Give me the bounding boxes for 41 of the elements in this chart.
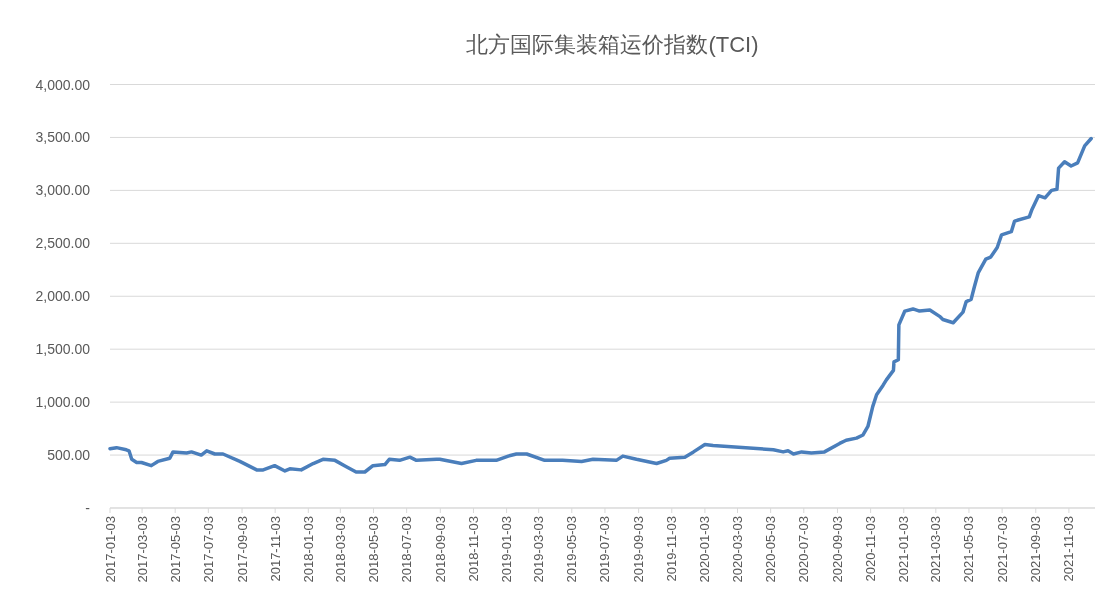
y-tick-label: 2,500.00	[35, 235, 91, 252]
x-tick-label: 2017-11-03	[267, 516, 283, 582]
y-tick-label: 4,000.00	[35, 76, 91, 93]
line-series	[108, 136, 1093, 474]
y-tick-label: 2,000.00	[35, 288, 91, 305]
y-tick-label: 1,000.00	[35, 394, 91, 411]
x-tick-label: 2019-11-03	[664, 516, 680, 582]
y-tick-label: -	[85, 500, 91, 516]
x-tick-label: 2020-01-03	[697, 516, 713, 583]
x-tick-label: 2017-09-03	[234, 516, 250, 583]
y-tick-label: 3,500.00	[35, 129, 91, 146]
x-tick-label: 2020-03-03	[730, 516, 746, 583]
x-tick-label: 2018-03-03	[332, 516, 348, 583]
x-tick-label: 2018-01-03	[300, 516, 316, 583]
x-tick-label: 2020-11-03	[863, 516, 879, 582]
x-tick-label: 2021-11-03	[1061, 516, 1077, 582]
x-tick-label: 2017-05-03	[167, 516, 183, 583]
x-tick-label: 2021-05-03	[961, 516, 977, 583]
x-tick-label: 2018-11-03	[465, 516, 481, 582]
x-tick-label: 2017-03-03	[134, 516, 150, 583]
x-tick-label: 2018-05-03	[366, 516, 381, 583]
y-tick-label: 1,500.00	[35, 341, 91, 358]
chart-title: 北方国际集装箱运价指数(TCI)	[466, 32, 759, 57]
x-tick-label: 2019-05-03	[564, 516, 580, 583]
x-tick-label: 2017-07-03	[200, 516, 216, 583]
x-tick-label: 2019-03-03	[531, 516, 547, 583]
x-tick-label: 2017-01-03	[102, 516, 118, 583]
x-tick-label: 2020-09-03	[829, 516, 845, 583]
x-tick-label: 2021-01-03	[896, 516, 912, 583]
x-tick-label: 2021-03-03	[928, 516, 944, 583]
x-tick-label: 2019-07-03	[597, 516, 613, 583]
x-tick-label: 2019-09-03	[631, 516, 647, 583]
x-tick-label: 2019-01-03	[499, 516, 515, 583]
x-tick-label: 2021-09-03	[1028, 516, 1044, 583]
x-tick-label: 2020-05-03	[763, 516, 779, 583]
y-tick-label: 500.00	[47, 447, 91, 464]
x-tick-label: 2020-07-03	[796, 516, 812, 583]
y-tick-label: 3,000.00	[35, 182, 91, 199]
x-tick-label: 2021-07-03	[994, 516, 1010, 583]
x-tick-label: 2018-09-03	[432, 516, 448, 583]
x-tick-label: 2018-07-03	[399, 516, 415, 583]
